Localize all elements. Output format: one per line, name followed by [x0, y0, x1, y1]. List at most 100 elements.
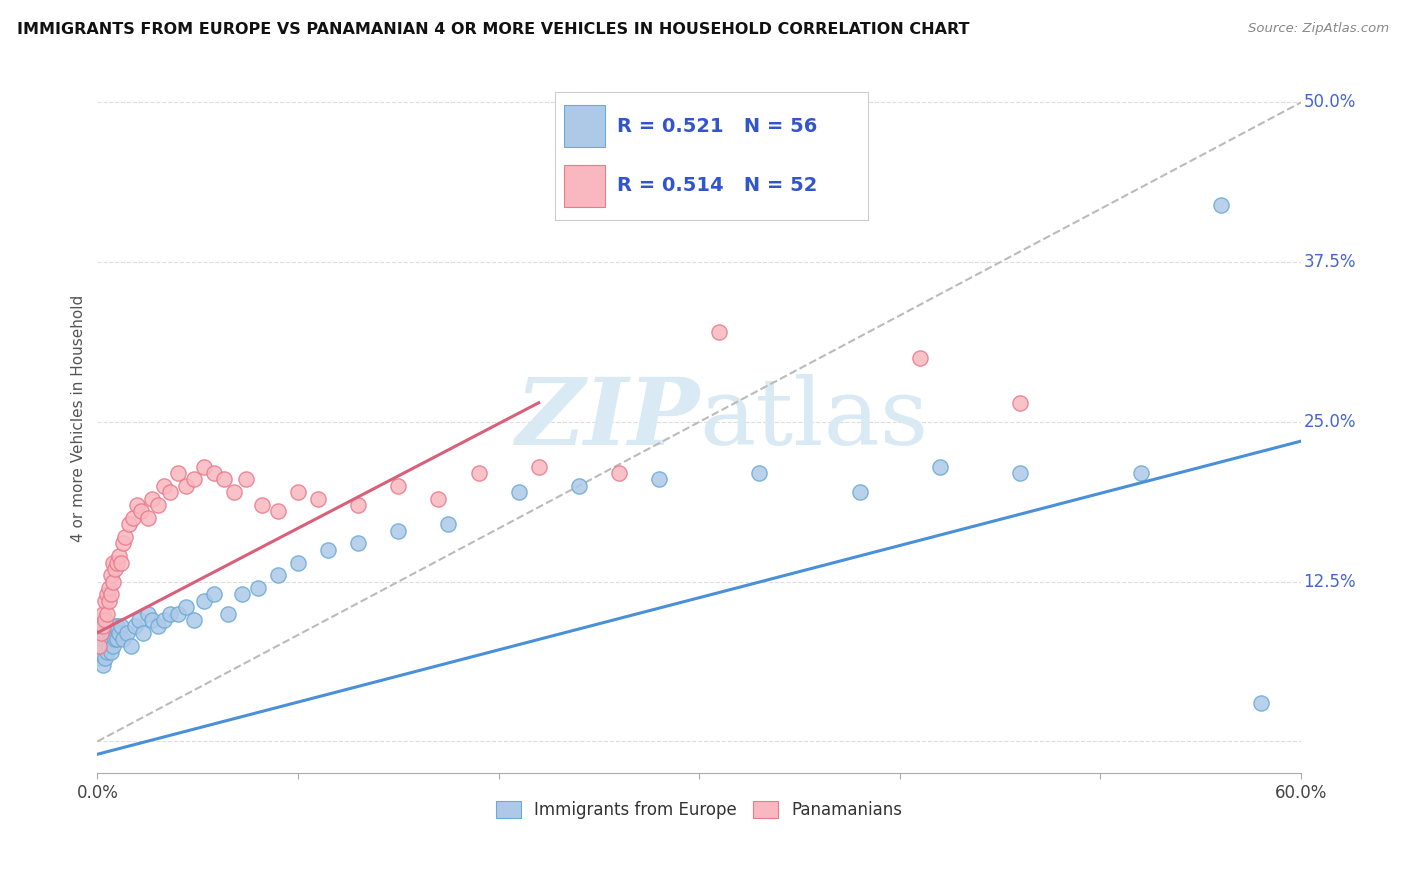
Point [114, 530, 136, 544]
Point [117, 625, 139, 640]
Point [235, 473, 257, 487]
Point [146, 498, 169, 512]
Point [90, 645, 112, 659]
Point [94, 594, 117, 608]
Point [131, 504, 153, 518]
Point [183, 613, 205, 627]
Point [217, 607, 239, 621]
Y-axis label: 4 or more Vehicles in Household: 4 or more Vehicles in Household [72, 295, 86, 542]
Point [96, 607, 118, 621]
Point [1010, 396, 1032, 410]
Point [136, 607, 159, 621]
Point [929, 459, 952, 474]
Point [93, 632, 115, 647]
Point [112, 632, 135, 647]
Point [93, 607, 115, 621]
Point [93, 657, 115, 672]
Point [307, 491, 329, 506]
Point [100, 587, 122, 601]
Text: IMMIGRANTS FROM EUROPE VS PANAMANIAN 4 OR MORE VEHICLES IN HOUSEHOLD CORRELATION: IMMIGRANTS FROM EUROPE VS PANAMANIAN 4 O… [17, 22, 969, 37]
Point [94, 625, 117, 640]
Point [347, 536, 370, 550]
Point [508, 485, 530, 500]
Point [94, 651, 117, 665]
Point [146, 619, 169, 633]
Point [103, 639, 125, 653]
Point [103, 574, 125, 589]
Point [231, 587, 253, 601]
Point [89, 639, 111, 653]
Point [193, 594, 215, 608]
Point [96, 645, 118, 659]
Point [112, 536, 135, 550]
Point [287, 556, 309, 570]
Point [107, 556, 129, 570]
Point [648, 473, 671, 487]
Point [437, 517, 460, 532]
Point [90, 639, 112, 653]
Point [141, 613, 163, 627]
Point [166, 466, 188, 480]
Point [110, 556, 132, 570]
Point [108, 549, 131, 563]
Point [118, 517, 141, 532]
Text: 50.0%: 50.0% [1303, 94, 1355, 112]
Point [1129, 466, 1152, 480]
Point [124, 619, 146, 633]
Point [387, 524, 409, 538]
Legend: Immigrants from Europe, Panamanians: Immigrants from Europe, Panamanians [489, 794, 910, 825]
Point [202, 587, 225, 601]
Point [128, 613, 150, 627]
Point [212, 473, 235, 487]
Point [98, 594, 121, 608]
Point [107, 632, 129, 647]
Point [96, 587, 118, 601]
Point [174, 600, 197, 615]
Point [127, 498, 149, 512]
Text: 25.0%: 25.0% [1303, 413, 1355, 431]
Text: atlas: atlas [699, 374, 928, 464]
Point [104, 562, 127, 576]
Point [110, 619, 132, 633]
Point [93, 619, 115, 633]
Point [108, 625, 131, 640]
Point [98, 625, 121, 640]
Text: ZIP: ZIP [515, 374, 699, 464]
Point [246, 581, 269, 595]
Point [107, 619, 129, 633]
Point [808, 159, 831, 173]
Point [166, 607, 188, 621]
Point [202, 466, 225, 480]
Point [120, 639, 142, 653]
Point [193, 459, 215, 474]
Point [748, 466, 770, 480]
Point [152, 479, 174, 493]
Point [103, 625, 125, 640]
Text: Source: ZipAtlas.com: Source: ZipAtlas.com [1249, 22, 1389, 36]
Point [1209, 197, 1232, 211]
Point [848, 485, 870, 500]
Point [136, 510, 159, 524]
Point [467, 466, 489, 480]
Point [104, 632, 127, 647]
Point [316, 542, 339, 557]
Point [100, 632, 122, 647]
Point [89, 651, 111, 665]
Point [98, 639, 121, 653]
Point [159, 485, 181, 500]
Point [132, 625, 155, 640]
Point [267, 504, 290, 518]
Point [347, 498, 370, 512]
Point [287, 485, 309, 500]
Point [141, 491, 163, 506]
Point [104, 619, 127, 633]
Point [122, 510, 145, 524]
Point [527, 459, 550, 474]
Point [568, 479, 591, 493]
Point [152, 613, 174, 627]
Text: 37.5%: 37.5% [1303, 253, 1355, 271]
Point [709, 326, 731, 340]
Point [174, 479, 197, 493]
Point [1250, 696, 1272, 710]
Point [100, 568, 122, 582]
